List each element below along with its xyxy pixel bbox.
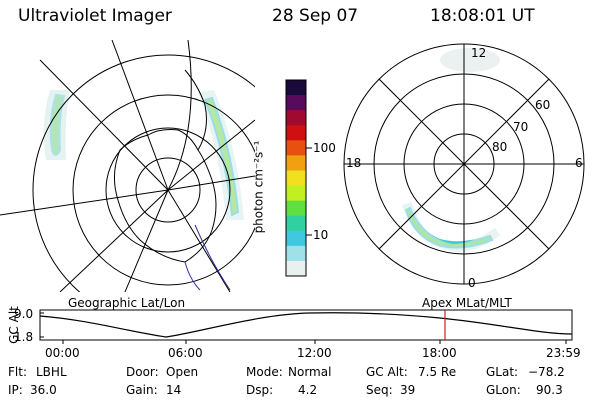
seq-value: 39 <box>400 383 416 397</box>
altitude-curve <box>39 312 573 338</box>
colorbar-band <box>286 95 306 111</box>
dsp-value: 4.2 <box>298 383 318 397</box>
glat-label: GLat: <box>486 365 519 379</box>
colorbar-band <box>286 140 306 156</box>
colorbar-band <box>286 245 306 262</box>
filter-label: Flt: <box>8 365 27 379</box>
mode-value: Normal <box>288 365 332 379</box>
mlat-label-80: 80 <box>492 140 508 154</box>
timeline-xtick-2359: 23:59 <box>546 346 581 360</box>
seq-label: Seq: <box>366 383 393 397</box>
mlt-label-18: 18 <box>346 156 362 170</box>
colorbar-band <box>286 215 306 232</box>
mlt-label-6: 6 <box>575 156 583 170</box>
colorbar-band <box>286 125 306 141</box>
mlt-label-0: 0 <box>468 276 476 290</box>
aurora-glow-west <box>43 90 70 160</box>
image-time: 18:08:01 UT <box>430 6 535 26</box>
mode-label: Mode: <box>246 365 283 379</box>
antarctica-outline <box>114 129 217 263</box>
filter-value: LBHL <box>36 365 67 379</box>
gcalt-value: 7.5 Re <box>418 365 457 379</box>
status-row-2: IP: 36.0 Gain: 14 Dsp: 4.2 Seq: 39 GLon:… <box>0 383 600 399</box>
colorbar-band <box>286 260 306 277</box>
mlt-label-12: 12 <box>471 46 487 60</box>
door-label: Door: <box>126 365 159 379</box>
dsp-label: Dsp: <box>246 383 274 397</box>
gain-label: Gain: <box>126 383 158 397</box>
aurora-glow-east <box>198 90 244 220</box>
glon-value: 90.3 <box>536 383 563 397</box>
timeline-xtick-0600: 06:00 <box>168 346 203 360</box>
right-panel-caption: Apex MLat/MLT <box>422 296 512 310</box>
gcalt-label: GC Alt: <box>366 365 408 379</box>
colorbar-band <box>286 170 306 187</box>
glat-value: −78.2 <box>528 365 565 379</box>
timeline-ytick-1-8: 1.8 <box>14 330 34 344</box>
colorbar-tick-10: 10 <box>313 228 329 242</box>
ip-label: IP: <box>8 383 23 397</box>
colorbar-band <box>286 110 306 126</box>
colorbar-tick-100: 100 <box>313 141 336 155</box>
mlat-label-60: 60 <box>535 98 551 112</box>
timeline-xtick-1800: 18:00 <box>422 346 457 360</box>
image-date: 28 Sep 07 <box>272 6 359 26</box>
colorbar-band <box>286 80 306 96</box>
timeline-xtick-1200: 12:00 <box>297 346 332 360</box>
colorbar-band <box>286 155 306 171</box>
left-panel-caption: Geographic Lat/Lon <box>68 296 186 310</box>
door-value: Open <box>166 365 199 379</box>
colorbar-band <box>286 200 306 217</box>
glon-label: GLon: <box>486 383 521 397</box>
ip-value: 36.0 <box>30 383 57 397</box>
gain-value: 14 <box>166 383 182 397</box>
timeline-xtick-0000: 00:00 <box>45 346 80 360</box>
colorbar-band <box>286 185 306 202</box>
timeline-ytick-9: 9.0 <box>14 307 34 321</box>
status-row-1: Flt: LBHL Door: Open Mode: Normal GC Alt… <box>0 365 600 381</box>
colorbar-band <box>286 230 306 247</box>
mlat-label-70: 70 <box>513 120 529 134</box>
instrument-title: Ultraviolet Imager <box>18 6 172 26</box>
